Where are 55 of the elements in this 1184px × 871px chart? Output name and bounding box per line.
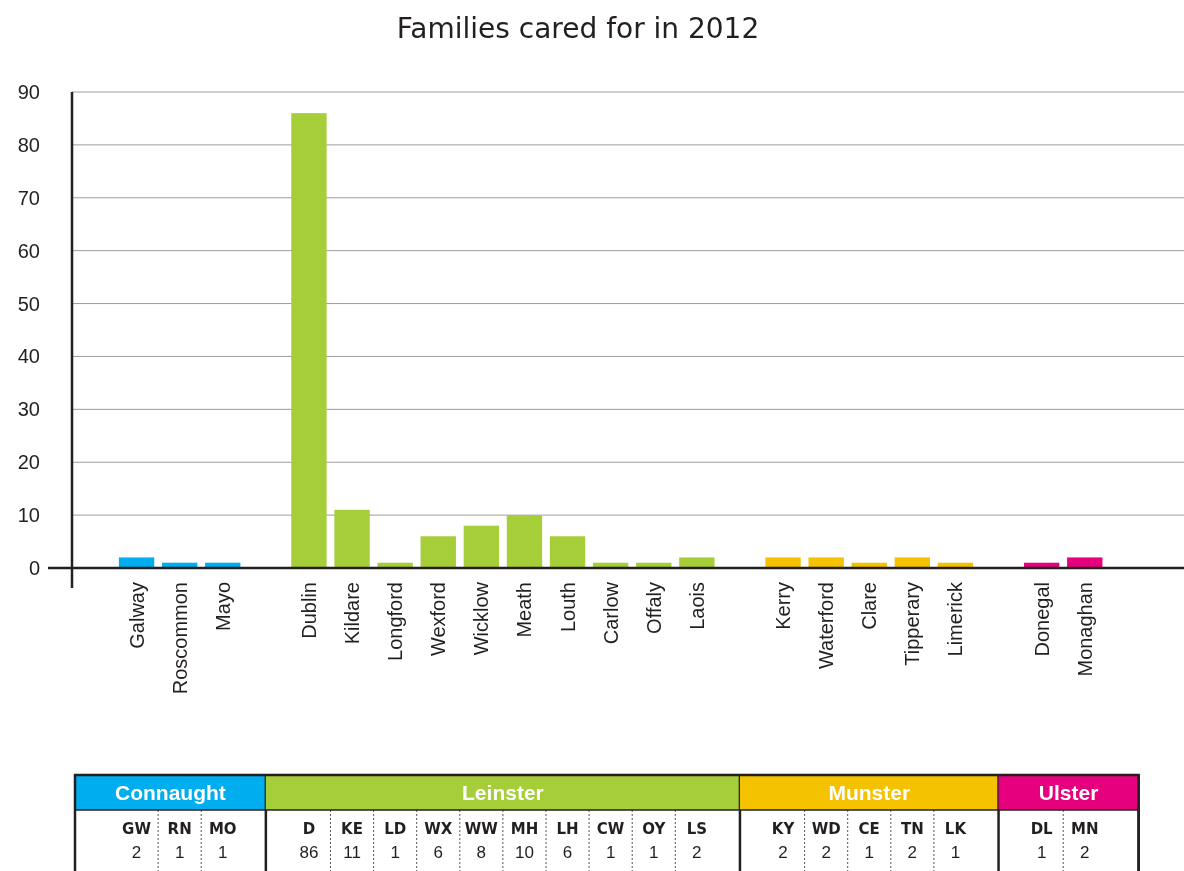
x-tick-label: Clare (858, 582, 881, 630)
bar (420, 536, 456, 568)
x-tick-label: Louth (556, 582, 579, 633)
x-tick-label: Kildare (341, 582, 364, 645)
x-tick-label: Wexford (427, 582, 450, 657)
bar (549, 536, 586, 568)
x-tick-label: Tipperary (901, 582, 924, 666)
bar (808, 557, 844, 568)
text: 1 2 (1036, 843, 1090, 862)
y-tick-label: 20 (17, 451, 40, 474)
x-tick-label: Roscommon (168, 582, 191, 695)
bar (463, 525, 500, 568)
y-tick-label: 0 (28, 557, 40, 579)
x-tick-label: Monaghan (1073, 582, 1096, 677)
y-tick-label: 40 (17, 345, 40, 368)
x-tick-label: Mayo (211, 582, 234, 631)
text: Munster (828, 780, 911, 804)
x-tick-label: Donegal (1030, 582, 1053, 657)
text: DL MN (1030, 820, 1099, 838)
y-tick-label: 70 (17, 186, 40, 209)
y-tick-label: 80 (17, 133, 40, 156)
text: KY WD CE TN LK (771, 820, 967, 838)
text: Connaught (115, 780, 226, 804)
text: 86 11 1 6 8 10 6 1 1 2 (299, 843, 702, 862)
x-tick-label: Wicklow (470, 581, 493, 656)
y-tick-label: 90 (17, 81, 40, 103)
text: GW RN MO (122, 820, 237, 838)
x-tick-label: Waterford (815, 582, 838, 670)
x-tick-label: Galway (125, 582, 148, 649)
x-tick-label: Kerry (772, 582, 795, 630)
chart-title: Families cared for in 2012 (396, 12, 760, 45)
bar (506, 515, 543, 568)
x-tick-label: Carlow (599, 581, 622, 645)
bar (334, 509, 370, 568)
bar (118, 557, 155, 568)
text: Ulster (1038, 780, 1099, 804)
y-tick-label: 60 (17, 239, 40, 262)
bar (291, 113, 327, 568)
x-tick-label: Dublin (297, 582, 320, 639)
x-tick-label: Laois (685, 582, 708, 630)
text: 2 1 1 (131, 843, 228, 862)
x-tick-label: Meath (513, 582, 536, 638)
x-tick-label: Limerick (944, 581, 967, 657)
bar (894, 557, 931, 568)
bar (1067, 557, 1103, 568)
text: Leinster (462, 780, 544, 804)
bar (679, 557, 715, 568)
y-tick-label: 30 (17, 398, 40, 421)
x-tick-label: Offaly (642, 582, 665, 634)
text: 2 2 1 2 1 (778, 843, 961, 862)
text: D KE LD WX WW MH LH CW OY LS (302, 820, 708, 838)
y-tick-label: 10 (17, 504, 40, 527)
y-tick-label: 50 (17, 292, 40, 315)
x-tick-label: Longford (384, 582, 407, 661)
bar (765, 557, 801, 568)
